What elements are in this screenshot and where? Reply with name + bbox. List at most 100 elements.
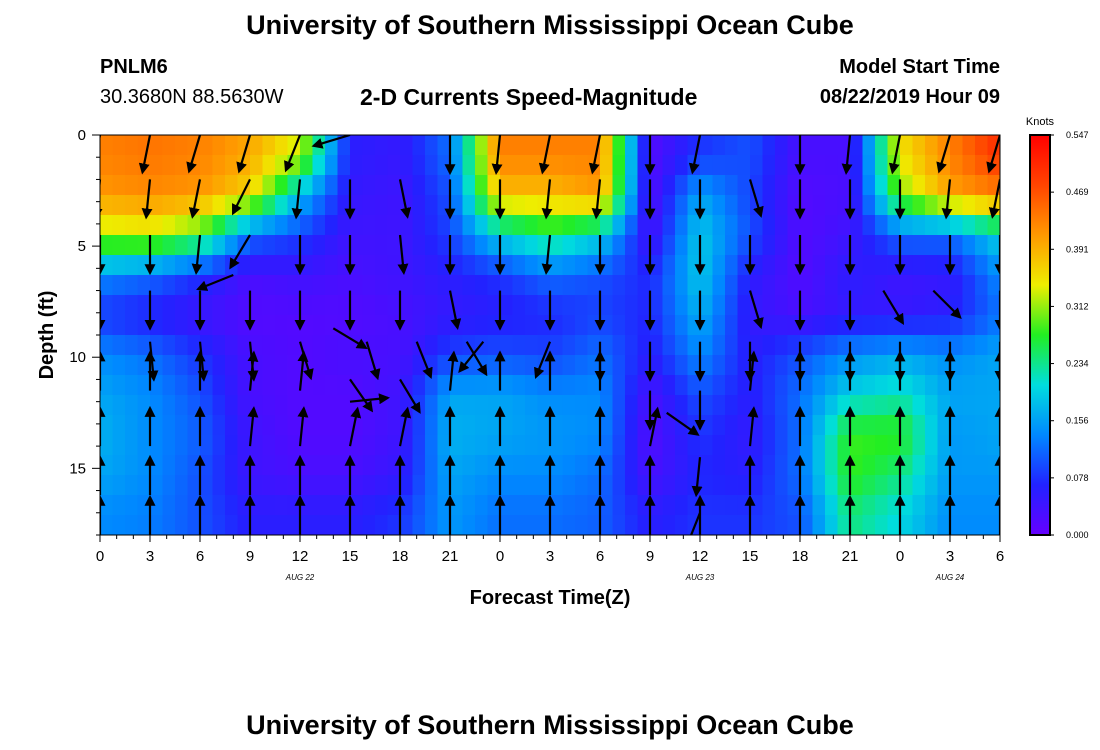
heatmap-cell	[162, 395, 176, 416]
heatmap-cell	[987, 395, 1000, 416]
heatmap-cell	[587, 295, 601, 316]
heatmap-cell	[175, 215, 189, 236]
heatmap-cell	[462, 135, 476, 156]
heatmap-cell	[100, 395, 114, 416]
heatmap-cell	[712, 515, 726, 535]
heatmap-cell	[887, 175, 901, 196]
heatmap-cell	[125, 175, 139, 196]
heatmap-cell	[937, 175, 951, 196]
heatmap-cell	[962, 495, 976, 516]
heatmap-cell	[750, 515, 764, 535]
heatmap-cell	[575, 235, 589, 256]
heatmap-cell	[475, 415, 489, 436]
heatmap-cell	[512, 455, 526, 476]
heatmap-cell	[987, 415, 1000, 436]
heatmap-cell	[937, 335, 951, 356]
heatmap-cell	[325, 435, 339, 456]
heatmap-cell	[837, 195, 851, 216]
heatmap-cell	[225, 495, 239, 516]
heatmap-cell	[812, 435, 826, 456]
heatmap-cell	[262, 255, 276, 276]
heatmap-cell	[750, 495, 764, 516]
heatmap-cell	[525, 255, 539, 276]
current-vector-arrow	[138, 135, 152, 175]
current-vector-arrow	[458, 341, 485, 374]
heatmap-cell	[612, 255, 626, 276]
x-tick-label: 6	[596, 548, 604, 565]
heatmap-cell	[662, 395, 676, 416]
heatmap-cell	[462, 175, 476, 196]
heatmap-cell	[462, 415, 476, 436]
heatmap-cell	[725, 395, 739, 416]
heatmap-cell	[562, 415, 576, 436]
heatmap-cell	[225, 515, 239, 535]
heatmap-cell	[250, 175, 264, 196]
heatmap-cell	[225, 395, 239, 416]
heatmap-cell	[125, 295, 139, 316]
heatmap-cell	[925, 355, 939, 376]
heatmap-cell	[850, 155, 864, 176]
heatmap-cell	[100, 295, 114, 316]
heatmap-cell	[475, 175, 489, 196]
y-axis-label: Depth (ft)	[36, 291, 58, 380]
heatmap-cell	[487, 395, 501, 416]
heatmap-cell	[100, 355, 114, 376]
heatmap-cell	[487, 315, 501, 336]
heatmap-cell	[600, 155, 614, 176]
heatmap-cell	[725, 135, 739, 156]
heatmap-cell	[500, 235, 514, 256]
heatmap-cell	[825, 295, 839, 316]
heatmap-cell	[575, 255, 589, 276]
current-vector-arrow	[534, 341, 552, 379]
heatmap-cell	[737, 275, 751, 296]
heatmap-cell	[537, 515, 551, 535]
heatmap-cell	[662, 135, 676, 156]
heatmap-cell	[912, 175, 926, 196]
heatmap-cell	[512, 215, 526, 236]
heatmap-cell	[362, 515, 376, 535]
heatmap-cell	[887, 455, 901, 476]
heatmap-cell	[112, 355, 126, 376]
heatmap-cell	[725, 155, 739, 176]
station-coords: 30.3680N 88.5630W	[100, 86, 284, 108]
heatmap-cell	[725, 295, 739, 316]
heatmap-cell	[462, 315, 476, 336]
heatmap-cell	[775, 135, 789, 156]
heatmap-cell	[637, 235, 651, 256]
heatmap-cell	[312, 475, 326, 496]
heatmap-cell	[537, 475, 551, 496]
current-vector-arrow	[100, 179, 103, 220]
heatmap-cell	[200, 415, 214, 436]
x-tick-label: 18	[392, 548, 409, 565]
heatmap-cell	[837, 475, 851, 496]
heatmap-cell	[475, 255, 489, 276]
heatmap-cell	[850, 255, 864, 276]
heatmap-cell	[212, 415, 226, 436]
heatmap-cell	[912, 155, 926, 176]
heatmap-cell	[262, 175, 276, 196]
heatmap-cell	[575, 415, 589, 436]
heatmap-cell	[637, 215, 651, 236]
heatmap-cell	[250, 275, 264, 296]
heatmap-cell	[225, 215, 239, 236]
heatmap-cell	[812, 315, 826, 336]
heatmap-cell	[250, 455, 264, 476]
heatmap-cell	[775, 495, 789, 516]
heatmap-cell	[912, 435, 926, 456]
heatmap-cell	[975, 415, 989, 436]
heatmap-cell	[875, 335, 889, 356]
heatmap-cell	[200, 195, 214, 216]
current-vector-arrow	[141, 179, 153, 220]
colorbar-tick-label: 0.547	[1066, 130, 1089, 140]
heatmap-cell	[437, 475, 451, 496]
heatmap-cell	[987, 375, 1000, 396]
heatmap-cell	[600, 255, 614, 276]
heatmap-cell	[737, 495, 751, 516]
heatmap-cell	[600, 415, 614, 436]
heatmap-cell	[162, 475, 176, 496]
heatmap-cell	[737, 215, 751, 236]
heatmap-cell	[137, 215, 151, 236]
heatmap-cell	[350, 515, 364, 535]
heatmap-cell	[825, 355, 839, 376]
heatmap-cell	[962, 175, 976, 196]
